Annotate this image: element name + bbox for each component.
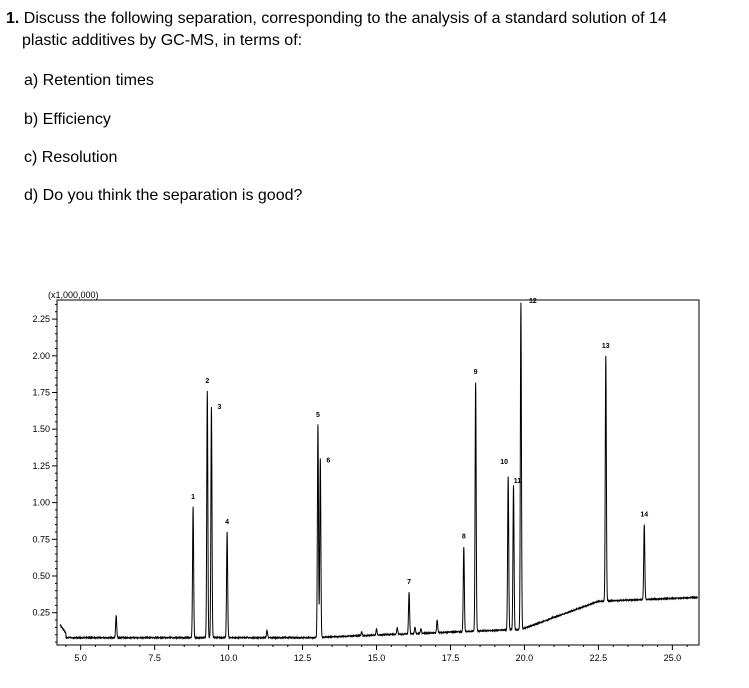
peak-label: 3 [217,404,221,411]
y-tick-label: 1.00 [32,498,50,508]
x-tick-label: 15.0 [368,653,386,663]
part-a: a) Retention times [24,72,154,89]
question-line-2: plastic additives by GC-MS, in terms of: [22,32,303,49]
y-tick-label: 0.50 [32,571,50,581]
peak-label: 6 [326,458,330,465]
x-tick-label: 22.5 [590,653,608,663]
question-text: 1. Discuss the following separation, cor… [6,8,746,52]
question-number: 1. [6,10,20,27]
peak-label: 12 [529,298,537,305]
y-axis: 0.25 0.50 0.75 1.00 1.25 1.50 1.75 2.00 2.25 [32,303,57,643]
part-b: b) Efficiency [24,111,111,128]
y-tick-label: 1.50 [32,424,50,434]
chromatogram-chart: (x1,000,000) 0.25 0.50 0.75 1.00 1.25 1.50 1.7… [32,290,700,663]
part-c: c) Resolution [24,149,118,166]
y-tick-label: 2.25 [32,314,50,324]
y-tick-label: 1.75 [32,387,50,397]
x-tick-label: 20.0 [516,653,534,663]
y-tick-label: 0.25 [32,608,50,618]
peak-label: 4 [225,519,229,526]
x-tick-label: 5.0 [74,653,87,663]
y-multiplier-label: (x1,000,000) [48,290,99,300]
plot-frame [56,299,700,646]
x-tick-label: 25.0 [664,653,682,663]
y-tick-label: 0.75 [32,534,50,544]
question-text-1: Discuss the following separation, corres… [23,10,667,27]
peak-label: 13 [602,343,610,350]
peak-label: 2 [205,378,209,385]
question-line-1: 1. Discuss the following separation, cor… [6,8,746,30]
peak-label: 9 [474,369,478,376]
y-tick-label: 2.00 [32,351,50,361]
chromatogram-trace [59,302,699,641]
peak-label: 10 [500,459,508,466]
x-axis: 5.0 7.5 10.0 12.5 15.0 17.5 20.0 22.5 25.0 [65,645,688,663]
peak-label: 7 [407,579,411,586]
peak-label: 14 [640,512,648,519]
y-tick-label: 1.25 [32,461,50,471]
part-d: d) Do you think the separation is good? [24,187,303,204]
x-tick-label: 12.5 [294,653,312,663]
peak-label: 8 [462,534,466,541]
peak-label: 1 [191,494,195,501]
peak-label: 5 [316,412,320,419]
x-tick-label: 10.0 [220,653,238,663]
x-tick-label: 17.5 [442,653,460,663]
peak-label: 11 [514,478,522,485]
x-tick-label: 7.5 [148,653,161,663]
